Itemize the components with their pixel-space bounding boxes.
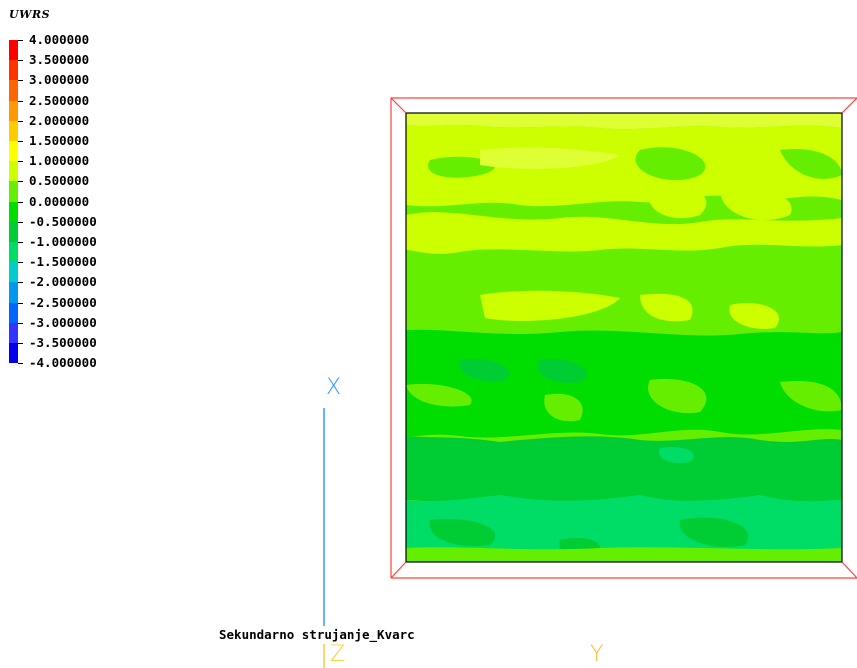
legend-tick [18,282,23,284]
contour-blob-11 [648,379,707,414]
contour-blob-4 [480,147,620,169]
contour-blob-12 [780,380,842,412]
legend-label: 3.500000 [29,52,90,68]
legend-swatch [9,262,18,283]
legend-label: -3.000000 [29,314,97,330]
legend-swatch [9,181,18,202]
legend-label: -2.000000 [29,274,97,290]
legend-swatch [9,80,18,101]
legend-label: -1.000000 [29,234,97,249]
legend-tick [18,181,23,183]
contour-band-top [406,113,842,130]
legend-tick [18,343,23,344]
contour-blob-9 [406,383,472,407]
contour-field [406,113,842,562]
legend-swatch [9,221,18,242]
legend-tick [18,120,23,122]
legend-tick [18,40,23,41]
legend-title: UWRS [9,8,51,21]
legend-label: -3.500000 [29,335,97,350]
contour-band-mid2 [480,290,620,321]
legend-swatch [9,120,18,141]
plot-inner-border [405,112,843,563]
legend-tick [18,221,23,223]
legend-label: 1.500000 [29,133,90,148]
legend-tick [18,262,23,264]
contour-blob-5 [648,184,707,219]
legend-tick [18,242,23,243]
contour-blob-15 [429,518,496,547]
contour-blob-1 [428,156,495,178]
contour-band-upper [406,125,842,207]
legend-label: 3.000000 [29,72,90,88]
legend-swatch [9,282,18,303]
plot-caption: Sekundarno strujanje_Kvarc [219,627,415,642]
contour-blob-14 [537,359,587,383]
contour-blob-18 [659,447,694,464]
contour-blob-8 [729,302,779,329]
legend-label: 2.000000 [29,112,90,128]
legend-swatch [9,242,18,263]
contour-blob-7 [640,293,693,322]
legend-label: 4.000000 [29,32,90,47]
legend-label: -2.500000 [29,294,97,310]
contour-blob-6 [720,188,792,221]
legend-swatch [9,201,18,222]
contour-band-mid1 [406,212,842,254]
legend-label: 1.000000 [29,153,90,169]
contour-blob-2 [635,147,706,181]
legend-tick [18,161,23,163]
legend-label: -0.500000 [29,213,97,229]
legend-swatch [9,40,18,61]
contour-blob-10 [544,393,583,422]
legend-tick [18,141,23,142]
x-axis-label: X [326,375,342,400]
legend-label: -4.000000 [29,355,97,371]
legend-label: 0.500000 [29,173,90,189]
legend-tick [18,363,23,365]
legend-label: 2.500000 [29,92,90,108]
y-axis-label: Y [590,642,604,667]
contour-blob-3 [780,149,842,179]
contour-blob-19 [406,547,842,562]
legend-tick [18,80,23,82]
legend-tick [18,322,23,324]
legend-tick [18,302,23,304]
legend-swatch [9,343,18,364]
bounding-box-frame [390,97,857,579]
legend-swatch [9,141,18,162]
legend-swatch [9,302,18,323]
legend-tick [18,201,23,203]
z-axis-label: Z [330,642,346,667]
legend-swatch [9,100,18,121]
legend-tick [18,100,23,102]
legend-swatch [9,161,18,182]
contour-band-green2 [406,436,842,502]
legend-label: 0.000000 [29,193,90,209]
legend-swatch [9,322,18,343]
contour-blob-17 [679,517,749,548]
legend-label: -1.500000 [29,254,97,270]
contour-blob-13 [459,358,509,382]
legend-swatch [9,60,18,81]
legend-tick [18,60,23,62]
contour-band-green1 [406,329,842,438]
